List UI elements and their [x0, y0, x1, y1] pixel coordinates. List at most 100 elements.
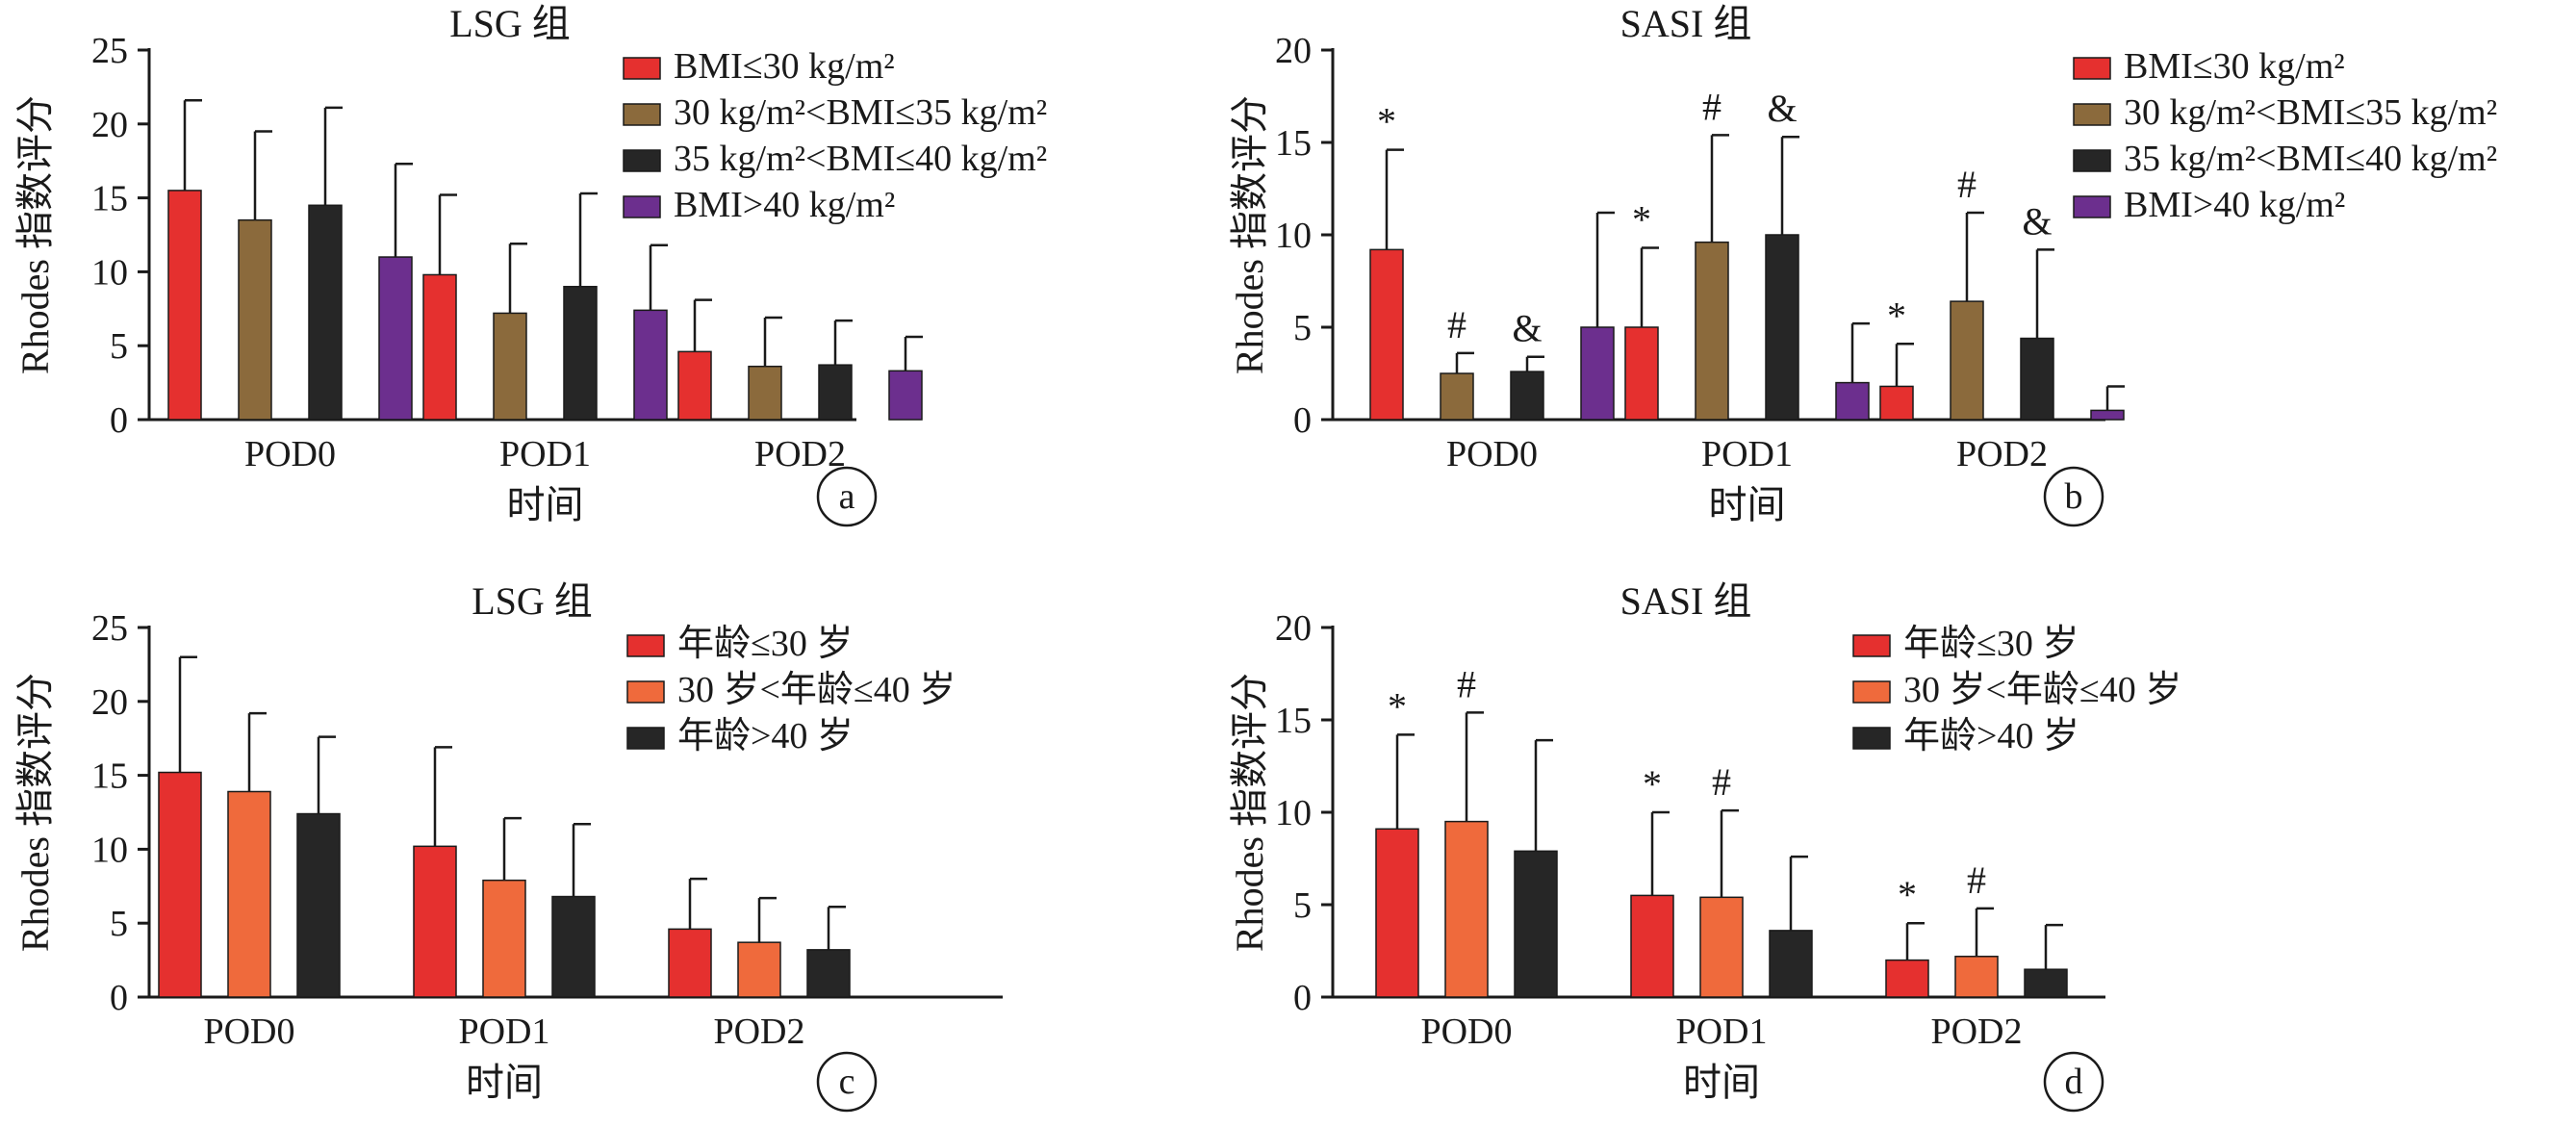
bar-POD1-0	[1624, 326, 1659, 421]
significance-marker: *	[1887, 294, 1906, 337]
significance-marker: *	[1632, 197, 1651, 241]
x-tick-label: POD1	[499, 434, 591, 474]
legend-swatch	[623, 103, 661, 126]
bar-POD0-1	[238, 218, 272, 421]
bar-POD0-0	[158, 771, 202, 998]
bar-POD1-0	[422, 273, 457, 421]
x-tick-label: POD0	[1420, 1012, 1512, 1052]
y-tick-label: 5	[110, 904, 128, 944]
significance-marker: *	[1643, 762, 1662, 806]
panel-label-circle	[816, 1051, 878, 1113]
x-tick-label: POD2	[754, 434, 846, 474]
legend-label: 年龄>40 岁	[677, 716, 854, 756]
x-axis-title: 时间	[507, 483, 584, 526]
y-tick-label: 0	[1293, 400, 1312, 441]
y-tick-label: 20	[1275, 608, 1312, 649]
legend-swatch	[626, 727, 665, 750]
chart-panel-a: 0 5 10 15 20 25 Rhodes 指数评分 LSG 组 POD0 POD1 POD2 时间…	[13, 2, 1047, 527]
legend-label: BMI>40 kg/m²	[2124, 185, 2345, 225]
significance-marker: &	[1767, 87, 1797, 130]
y-axis-title: Rhodes 指数评分	[13, 95, 57, 374]
legend-swatch	[2073, 195, 2111, 218]
y-tick-label: 15	[91, 756, 128, 797]
bar-POD0-1	[227, 790, 271, 998]
bar-POD1-1	[1699, 896, 1744, 998]
y-tick-label: 15	[1275, 123, 1312, 164]
bar-POD2-0	[1879, 385, 1914, 421]
bar-POD2-1	[1954, 956, 1999, 998]
bar-POD2-3	[2090, 409, 2125, 421]
x-tick-label: POD1	[1701, 434, 1793, 474]
x-tick-label: POD0	[1446, 434, 1538, 474]
significance-marker: #	[1967, 858, 1986, 902]
legend-swatch	[623, 149, 661, 172]
legend-swatch	[2073, 149, 2111, 172]
bar-POD2-1	[748, 365, 782, 421]
bar-POD1-2	[1769, 930, 1813, 998]
significance-marker: #	[1447, 303, 1467, 346]
legend-label: 30 kg/m²<BMI≤35 kg/m²	[674, 92, 1047, 133]
bar-POD1-2	[563, 286, 598, 421]
bar-POD2-2	[2024, 968, 2068, 998]
chart-title: LSG 组	[449, 2, 571, 45]
bar-POD0-2	[1514, 850, 1558, 998]
legend-swatch	[626, 680, 665, 704]
y-tick-label: 20	[91, 682, 128, 723]
legend-label: BMI≤30 kg/m²	[2124, 46, 2345, 87]
panel-label-circle	[2043, 1051, 2104, 1113]
y-tick-label: 5	[110, 326, 128, 367]
legend-label: 35 kg/m²<BMI≤40 kg/m²	[674, 139, 1047, 179]
y-tick-label: 0	[110, 400, 128, 441]
y-tick-label: 10	[1275, 216, 1312, 256]
panel-label-circle	[816, 466, 878, 527]
bar-POD1-1	[1695, 241, 1729, 421]
bar-POD2-2	[806, 949, 851, 998]
bar-POD1-2	[1765, 234, 1799, 421]
significance-marker: *	[1898, 873, 1917, 916]
panel-label: b	[2065, 476, 2083, 517]
bar-POD1-0	[413, 845, 457, 998]
y-tick-label: 15	[1275, 701, 1312, 741]
legend-label: 年龄≤30 岁	[1903, 624, 2079, 664]
bar-POD0-3	[1580, 326, 1615, 421]
y-axis-title: Rhodes 指数评分	[13, 673, 57, 952]
bar-POD1-2	[551, 895, 596, 998]
y-tick-label: 20	[1275, 31, 1312, 71]
legend-swatch	[623, 57, 661, 80]
panel-label: d	[2065, 1062, 2083, 1102]
y-axis-title: Rhodes 指数评分	[1228, 95, 1271, 374]
bar-POD2-0	[1885, 959, 1929, 998]
legend-swatch	[1852, 680, 1891, 704]
significance-marker: #	[1712, 760, 1731, 804]
bar-POD2-2	[2020, 337, 2054, 421]
panel-label-circle	[2043, 466, 2104, 527]
bar-POD2-3	[888, 370, 923, 421]
legend-swatch	[626, 634, 665, 657]
legend-swatch	[2073, 57, 2111, 80]
legend-label: 年龄>40 岁	[1903, 716, 2079, 756]
bar-POD0-2	[296, 812, 341, 998]
y-tick-label: 10	[91, 830, 128, 870]
bar-POD1-0	[1630, 894, 1674, 998]
x-tick-label: POD2	[713, 1012, 804, 1052]
x-tick-label: POD2	[1956, 434, 2048, 474]
significance-marker: #	[1457, 662, 1476, 705]
legend-label: 年龄≤30 岁	[677, 624, 853, 664]
y-tick-label: 25	[91, 608, 128, 649]
significance-marker: #	[1957, 163, 1977, 206]
bar-POD1-1	[482, 879, 526, 998]
panel-label: c	[839, 1062, 855, 1102]
chart-title: SASI 组	[1620, 579, 1752, 623]
y-tick-label: 5	[1293, 885, 1312, 926]
y-tick-label: 0	[1293, 978, 1312, 1018]
significance-marker: *	[1388, 684, 1407, 728]
y-tick-label: 15	[91, 179, 128, 219]
y-axis-title: Rhodes 指数评分	[1228, 673, 1271, 952]
legend-label: 30 岁<年龄≤40 岁	[677, 670, 956, 710]
x-tick-label: POD2	[1930, 1012, 2022, 1052]
bar-POD0-1	[1440, 372, 1474, 421]
